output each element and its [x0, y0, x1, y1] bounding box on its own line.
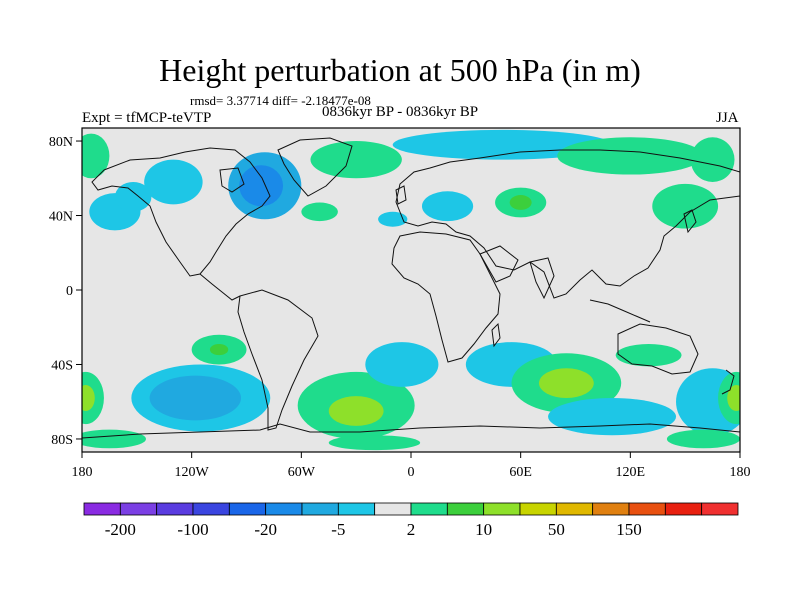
anomaly-region — [666, 429, 740, 449]
colorbar-label: 50 — [548, 520, 565, 539]
coastline-india — [529, 257, 555, 300]
coastline-antarctica — [82, 423, 740, 439]
coastline-uk — [395, 185, 407, 205]
coastline-australia — [617, 323, 699, 375]
lat-tick-label: 40N — [49, 210, 73, 225]
colorbar-label: -20 — [254, 520, 277, 539]
colorbar-box — [410, 502, 448, 516]
period-label: 0836kyr BP - 0836kyr BP — [322, 104, 479, 120]
lon-tick-label: 60E — [509, 465, 532, 480]
colorbar-box — [228, 502, 267, 516]
anomaly-region — [365, 342, 439, 387]
colorbar-box — [156, 502, 194, 516]
colorbar-label: -5 — [331, 520, 345, 539]
colorbar-box — [555, 502, 594, 516]
coastline-japan — [683, 209, 697, 234]
colorbar-label: 2 — [407, 520, 416, 539]
anomaly-region — [421, 191, 474, 222]
anomaly-region — [378, 211, 408, 227]
colorbar-box — [592, 502, 630, 516]
anomaly-region — [144, 159, 203, 205]
lon-tick-label: 180 — [72, 465, 93, 480]
anomaly-region — [690, 137, 735, 182]
coastline-eurasia — [395, 149, 740, 299]
anomaly-region — [548, 398, 677, 436]
colorbar-box — [446, 502, 485, 516]
colorbar-label: 150 — [616, 520, 642, 539]
anomaly-region — [114, 182, 152, 212]
anomaly-region — [727, 384, 740, 412]
anomaly-region — [538, 368, 594, 398]
colorbar-box — [83, 502, 121, 516]
colorbar-box — [701, 502, 739, 516]
colorbar-box — [628, 502, 666, 516]
colorbar-box — [664, 502, 703, 516]
lon-tick-label: 180 — [730, 465, 751, 480]
lat-tick-label: 0 — [66, 284, 73, 299]
anomaly-region — [557, 137, 704, 175]
lat-tick-label: 80S — [51, 433, 73, 448]
anomaly-region — [328, 435, 421, 451]
coastline-madagascar — [491, 322, 501, 348]
coastline-central-america — [199, 273, 241, 301]
lon-tick-label: 0 — [408, 465, 415, 480]
colorbar-box — [483, 502, 521, 516]
anomaly-region — [239, 165, 284, 207]
anomaly-region — [82, 384, 95, 412]
plot-title: Height perturbation at 500 hPa (in m) — [159, 52, 641, 88]
colorbar-label: -100 — [177, 520, 208, 539]
lat-tick-label: 80N — [49, 135, 73, 150]
anomaly-region — [615, 344, 682, 367]
season-label: JJA — [716, 110, 739, 126]
colorbar-box — [337, 502, 376, 516]
anomaly-region — [328, 396, 384, 426]
anomaly-region — [652, 183, 719, 229]
coastline-south-america — [237, 289, 319, 431]
colorbar-label: -200 — [105, 520, 136, 539]
colorbar-label: 10 — [475, 520, 492, 539]
lon-tick-label: 120E — [616, 465, 646, 480]
coastline-hudson-bay — [219, 167, 245, 193]
coastline-arabia — [479, 245, 519, 283]
lon-tick-label: 120W — [175, 465, 210, 480]
coastline-greenland — [277, 137, 353, 197]
colorbar-box — [301, 502, 339, 516]
coastline-new-zealand — [721, 369, 735, 395]
coastline-indonesia — [589, 299, 651, 323]
anomaly-region — [392, 129, 613, 160]
coastline-africa — [391, 231, 501, 363]
anomaly-region — [301, 202, 338, 222]
experiment-label: Expt = tfMCP-teVTP — [82, 110, 212, 126]
anomaly-region — [149, 375, 242, 421]
anomaly-region — [209, 344, 229, 356]
anomaly-region — [82, 429, 146, 449]
colorbar-box — [119, 502, 158, 516]
anomaly-region — [310, 141, 402, 179]
colorbar-box — [374, 502, 412, 516]
anomaly-region — [82, 133, 110, 179]
stats-line: rmsd= 3.37714 diff= -2.18477e-08 — [190, 93, 371, 108]
colorbar-box — [192, 502, 230, 516]
lat-tick-label: 40S — [51, 358, 73, 373]
colorbar-box — [265, 502, 303, 516]
colorbar-box — [519, 502, 557, 516]
anomaly-region — [509, 195, 532, 210]
coastline-north-america — [91, 147, 271, 277]
lon-tick-label: 60W — [288, 465, 316, 480]
